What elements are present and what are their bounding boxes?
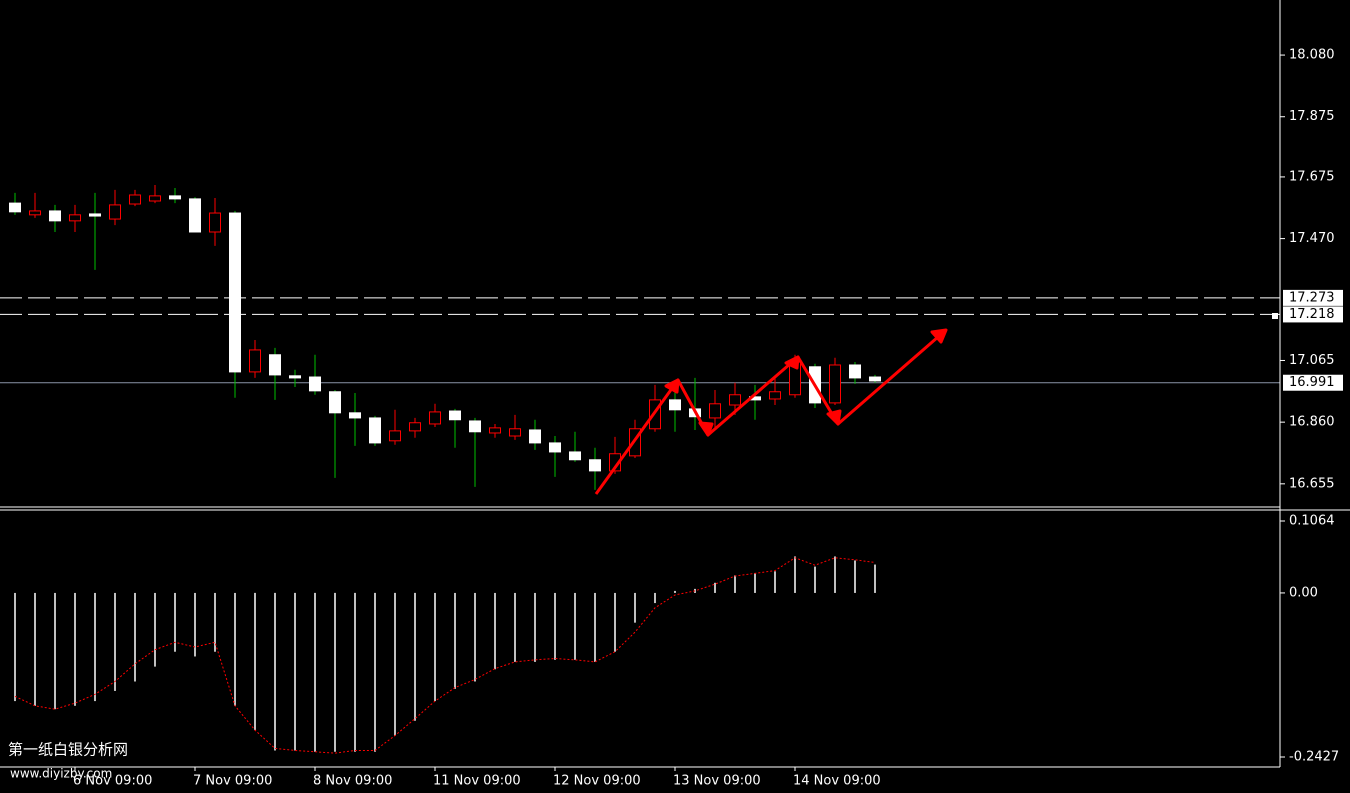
candle-body [489, 427, 501, 434]
y-tick-label: 17.470 [1289, 231, 1335, 246]
candle-body [309, 376, 321, 392]
level-label: 17.218 [1289, 307, 1335, 322]
candle-body [769, 391, 781, 400]
candle-body [9, 202, 21, 213]
bid-label-box [1283, 374, 1343, 391]
candle-body [409, 422, 421, 432]
x-tick-label: 13 Nov 09:00 [673, 774, 761, 789]
candle-body [129, 194, 141, 205]
candle-body [349, 412, 361, 419]
level-label-box [1283, 306, 1343, 323]
arrow-path [594, 328, 947, 495]
candle-body [729, 394, 741, 406]
x-tick-label: 14 Nov 09:00 [793, 774, 881, 789]
candle-body [429, 411, 441, 425]
watermark: 第一纸白银分析网 [8, 741, 128, 759]
candle-body [469, 420, 481, 433]
x-tick-label: 11 Nov 09:00 [433, 774, 521, 789]
candle-body [549, 442, 561, 453]
level-label: 17.273 [1289, 290, 1335, 305]
candle-body [569, 451, 581, 461]
y-tick-label: 16.860 [1289, 415, 1335, 430]
y-tick-label: 17.065 [1289, 353, 1335, 368]
candle-body [249, 349, 261, 373]
y-tick-label: 16.655 [1289, 476, 1335, 491]
x-tick-label: 12 Nov 09:00 [553, 774, 641, 789]
y-tick-label: 0.1064 [1289, 514, 1335, 529]
y-tick-label: 17.675 [1289, 169, 1335, 184]
candle-body [449, 410, 461, 421]
marker [1272, 313, 1278, 319]
arrow-head [784, 355, 800, 370]
candle-body [189, 198, 201, 233]
candle-body [149, 195, 161, 202]
y-tick-label: -0.2427 [1289, 749, 1339, 764]
y-tick-label: 0.00 [1289, 585, 1318, 600]
candle-body [229, 212, 241, 373]
candle-body [269, 354, 281, 376]
candle-body [709, 403, 721, 419]
level-label-box [1283, 289, 1343, 306]
candle-body [589, 459, 601, 472]
candle-body [69, 214, 81, 222]
signal-line [14, 557, 876, 754]
candle-body [49, 210, 61, 222]
candle-body [509, 428, 521, 437]
trend-arrows [594, 328, 948, 495]
candle-body [529, 429, 541, 444]
candle-body [869, 376, 881, 382]
x-tick-label: 6 Nov 09:00 [73, 774, 152, 789]
candle-body [669, 399, 681, 411]
x-tick-label: 8 Nov 09:00 [313, 774, 392, 789]
candle-body [329, 391, 341, 414]
candle-body [209, 212, 221, 233]
candle-body [109, 204, 121, 220]
y-tick-label: 17.875 [1289, 109, 1335, 124]
x-tick-label: 7 Nov 09:00 [193, 774, 272, 789]
bid-label: 16.991 [1289, 375, 1335, 390]
arrow-head [930, 328, 948, 344]
candle-body [169, 195, 181, 200]
candle-body [849, 364, 861, 379]
candle-body [29, 210, 41, 216]
arrow-head [664, 378, 680, 394]
arrow-head [698, 421, 714, 437]
candle-body [389, 430, 401, 442]
plot-layer: 18.080 17.875 17.675 17.470 17.065 16.860 16.6… [0, 48, 1343, 789]
candle-body [829, 364, 841, 404]
candle-body [369, 417, 381, 444]
watermark: www.diyizby.com [10, 767, 112, 781]
candle-body [89, 213, 101, 217]
arrow-head [826, 409, 842, 426]
y-tick-label: 18.080 [1289, 48, 1335, 63]
candle-body [289, 375, 301, 379]
